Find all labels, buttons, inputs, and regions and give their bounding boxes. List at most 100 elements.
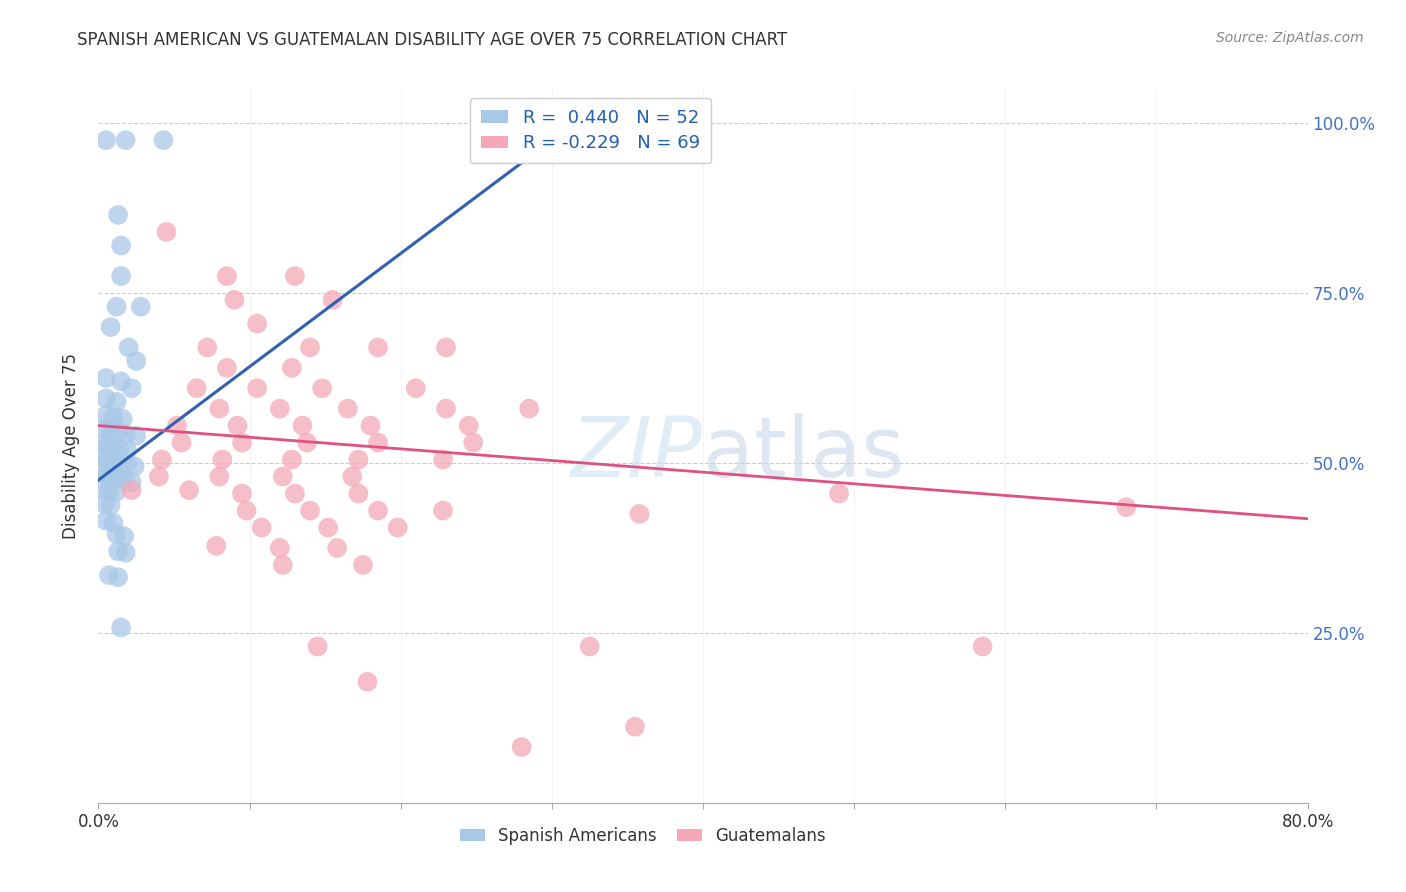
Point <box>124 459 146 474</box>
Legend: Spanish Americans, Guatemalans: Spanish Americans, Guatemalans <box>453 821 832 852</box>
Point <box>98 483 121 498</box>
Point <box>103 455 125 469</box>
Point <box>457 418 479 433</box>
Point <box>94 371 117 385</box>
Point <box>105 394 128 409</box>
Point <box>118 341 141 355</box>
Point <box>125 429 148 443</box>
Point <box>356 674 378 689</box>
Point <box>105 527 128 541</box>
Point <box>972 640 994 654</box>
Point <box>336 401 359 416</box>
Point <box>828 486 851 500</box>
Point <box>100 423 122 437</box>
Point <box>271 558 294 572</box>
Point <box>100 498 122 512</box>
Point <box>291 418 314 433</box>
Point <box>434 401 457 416</box>
Point <box>231 486 253 500</box>
Point <box>215 360 238 375</box>
Point <box>110 375 132 389</box>
Point <box>195 341 218 355</box>
Point <box>103 516 125 530</box>
Point <box>115 443 138 458</box>
Point <box>93 497 115 511</box>
Point <box>107 570 129 584</box>
Point <box>269 401 291 416</box>
Point <box>101 441 124 455</box>
Point <box>108 442 131 457</box>
Point <box>91 450 114 465</box>
Point <box>299 503 322 517</box>
Point <box>271 469 294 483</box>
Point <box>432 452 454 467</box>
Point <box>105 300 128 314</box>
Point <box>101 469 124 483</box>
Text: atlas: atlas <box>703 413 904 493</box>
Point <box>107 471 129 485</box>
Point <box>100 320 122 334</box>
Point <box>281 360 304 375</box>
Point <box>208 401 231 416</box>
Point <box>434 341 457 355</box>
Point <box>246 317 269 331</box>
Point <box>129 300 152 314</box>
Point <box>352 558 374 572</box>
Point <box>114 133 136 147</box>
Point <box>1115 500 1137 515</box>
Point <box>125 354 148 368</box>
Point <box>367 503 389 517</box>
Point <box>170 435 193 450</box>
Point <box>208 469 231 483</box>
Point <box>235 503 257 517</box>
Point <box>110 269 132 284</box>
Point <box>112 529 135 543</box>
Point <box>224 293 246 307</box>
Point <box>94 409 117 423</box>
Point <box>322 293 344 307</box>
Point <box>628 507 651 521</box>
Point <box>347 486 370 500</box>
Point <box>96 452 118 467</box>
Point <box>110 620 132 634</box>
Point <box>510 740 533 755</box>
Point <box>103 409 125 424</box>
Point <box>91 437 114 451</box>
Point <box>107 544 129 558</box>
Point <box>112 473 135 487</box>
Point <box>121 475 143 489</box>
Point <box>624 720 647 734</box>
Point <box>307 640 329 654</box>
Point <box>463 435 485 450</box>
Point <box>405 381 427 395</box>
Point <box>284 486 307 500</box>
Point <box>111 412 134 426</box>
Point <box>211 452 233 467</box>
Point <box>108 456 131 470</box>
Point <box>94 133 117 147</box>
Point <box>107 208 129 222</box>
Point <box>281 452 304 467</box>
Point <box>578 640 600 654</box>
Point <box>94 514 117 528</box>
Point <box>96 467 118 482</box>
Point <box>246 381 269 395</box>
Point <box>432 503 454 517</box>
Point <box>96 439 118 453</box>
Text: Source: ZipAtlas.com: Source: ZipAtlas.com <box>1216 31 1364 45</box>
Point <box>115 458 138 472</box>
Point <box>284 269 307 284</box>
Point <box>367 435 389 450</box>
Point <box>114 546 136 560</box>
Y-axis label: Disability Age Over 75: Disability Age Over 75 <box>62 353 80 539</box>
Point <box>367 341 389 355</box>
Point <box>295 435 318 450</box>
Point <box>94 392 117 406</box>
Point <box>105 484 128 499</box>
Point <box>186 381 208 395</box>
Point <box>91 466 114 480</box>
Point <box>110 238 132 252</box>
Point <box>326 541 349 555</box>
Point <box>98 568 121 582</box>
Point <box>347 452 370 467</box>
